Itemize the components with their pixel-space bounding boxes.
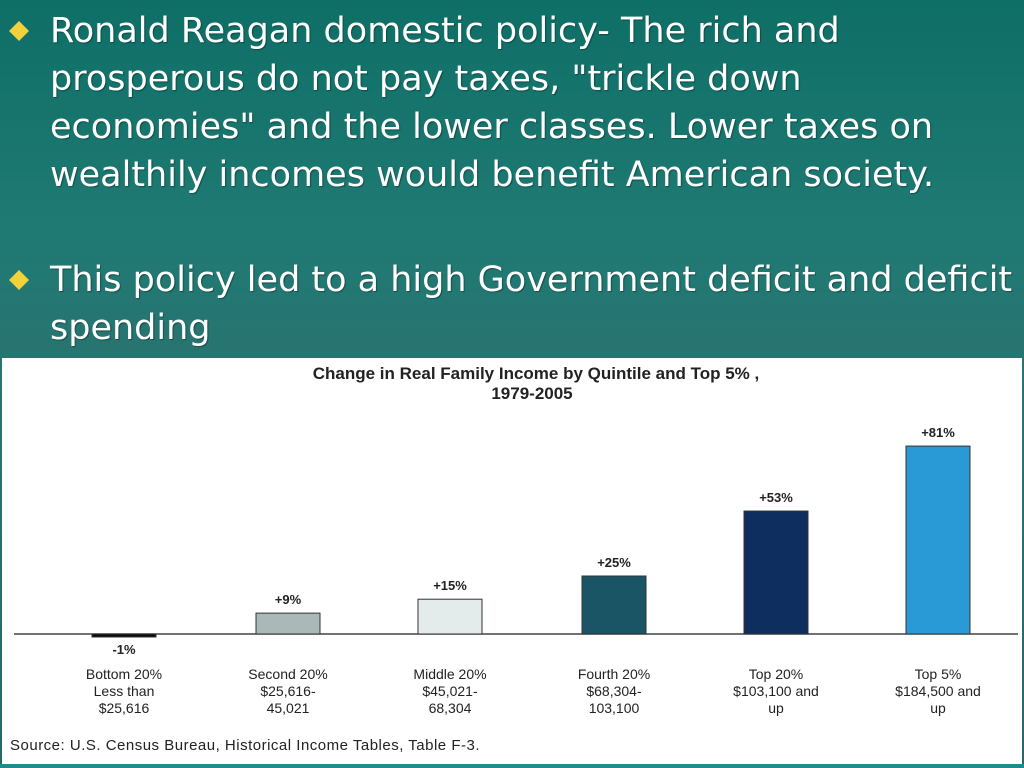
data-label-5: +53% [759, 490, 793, 505]
bars-group [91, 445, 971, 638]
bullet-text-1: Ronald Reagan domestic policy- The rich … [50, 11, 935, 195]
category-label-3-line-1: Middle 20% [413, 666, 486, 682]
bar-4 [581, 575, 647, 635]
bar-1 [91, 633, 157, 638]
category-label-1-line-1: Bottom 20% [86, 666, 162, 682]
bar-6 [905, 445, 971, 635]
data-labels-group: -1% +9% +15% +25% +53% +81% [112, 425, 955, 657]
chart-panel: Change in Real Family Income by Quintile… [2, 358, 1022, 764]
category-label-6-line-2: $184,500 and [895, 683, 981, 699]
category-label-2-line-3: 45,021 [267, 700, 310, 716]
bullet-text-2: This policy led to a high Government def… [50, 260, 1013, 348]
category-label-2-line-2: $25,616- [260, 683, 316, 699]
income-bar-chart: Change in Real Family Income by Quintile… [10, 364, 1018, 754]
bar-2 [255, 612, 321, 635]
data-label-6: +81% [921, 425, 955, 440]
category-label-1-line-2: Less than [94, 683, 155, 699]
footer-band [0, 764, 1024, 768]
category-label-1-line-3: $25,616 [99, 700, 150, 716]
bullet-item-1: Ronald Reagan domestic policy- The rich … [8, 7, 1018, 199]
category-label-4-line-3: 103,100 [589, 700, 640, 716]
category-label-6-line-1: Top 5% [915, 666, 962, 682]
bar-5 [743, 510, 809, 635]
data-label-1: -1% [112, 642, 136, 657]
chart-subtitle: 1979-2005 [491, 384, 572, 403]
slide-text-area: Ronald Reagan domestic policy- The rich … [0, 0, 1024, 358]
data-label-4: +25% [597, 555, 631, 570]
category-label-5-line-1: Top 20% [749, 666, 803, 682]
category-label-2-line-1: Second 20% [248, 666, 327, 682]
source-note: Source: U.S. Census Bureau, Historical I… [10, 737, 480, 754]
category-label-4-line-1: Fourth 20% [578, 666, 650, 682]
category-label-4-line-2: $68,304- [586, 683, 642, 699]
data-label-2: +9% [275, 592, 302, 607]
diamond-bullet-icon [9, 21, 29, 41]
category-label-3-line-2: $45,021- [422, 683, 478, 699]
category-label-5-line-2: $103,100 and [733, 683, 819, 699]
category-labels-group: Bottom 20%Less than$25,616 Second 20%$25,… [86, 666, 981, 716]
category-label-5-line-3: up [768, 700, 784, 716]
bar-3 [417, 598, 483, 635]
chart-title: Change in Real Family Income by Quintile… [313, 364, 759, 383]
data-label-3: +15% [433, 578, 467, 593]
bullet-item-2: This policy led to a high Government def… [8, 256, 1018, 352]
category-label-6-line-3: up [930, 700, 946, 716]
diamond-bullet-icon [9, 270, 29, 290]
category-label-3-line-3: 68,304 [429, 700, 472, 716]
